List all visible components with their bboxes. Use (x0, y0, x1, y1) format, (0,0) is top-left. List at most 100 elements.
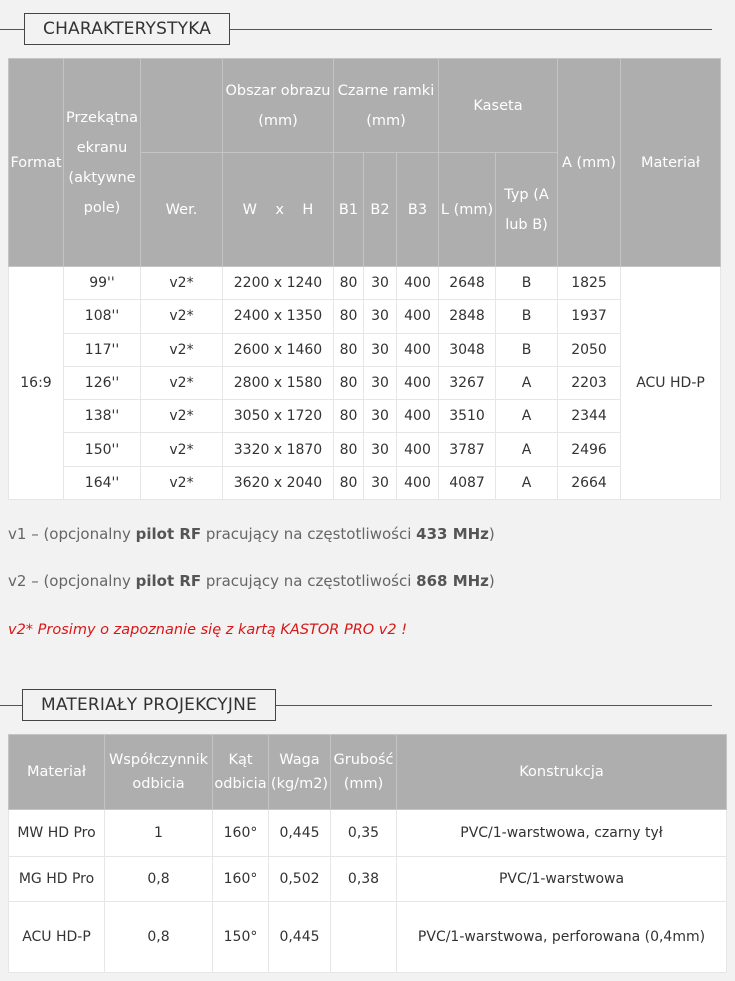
note-v1: v1 – (opcjonalny pilot RF pracujący na c… (8, 525, 495, 543)
note-text: ) (488, 572, 495, 590)
cell-l-mm: 2648 (438, 265, 497, 301)
table-row: 16:9 99'' v2* 2200 x 1240 80 30 400 2648 B 1825 AC… (8, 265, 722, 501)
table-row: 117'' v2* 2600 x 1460 80 30 400 3048 B 2050 (9, 332, 721, 367)
cell-type: B (495, 265, 559, 301)
table-row: 126'' v2* 2800 x 1580 80 30 400 3267 A 2203 (9, 365, 721, 401)
cell-col-2: 150° (212, 901, 269, 973)
specs-table: Format Przekątna ekranu (aktywne pole) O… (8, 58, 722, 501)
cell-wxh: 2200 x 1240 (222, 265, 334, 301)
header-version: Wer. (140, 152, 223, 267)
cell-col-3: 0,445 (268, 809, 331, 857)
cell-b2: 30 (363, 432, 397, 467)
cell-wxh: 2800 x 1580 (222, 365, 334, 401)
cell-l-mm: 3787 (438, 432, 497, 467)
cell-diagonal: 126'' (63, 365, 141, 401)
cell-b1: 80 (333, 432, 364, 467)
table-row: MW HD Pro 1 160° 0,445 0,35 PVC/1-warstwowa, … (8, 809, 727, 857)
cell-version: v2* (140, 399, 223, 434)
header-b1: B1 (333, 152, 364, 267)
cell-l-mm: 3510 (438, 399, 497, 434)
cell-a-mm: 2050 (557, 332, 622, 367)
cell-col-0: ACU HD-P (8, 901, 105, 973)
header-cassette: Kaseta (438, 58, 559, 153)
header-b2: B2 (363, 152, 397, 267)
cell-col-5: PVC/1-warstwowa (396, 856, 727, 902)
header-type: Typ (A lub B) (495, 152, 559, 267)
cell-b1: 80 (333, 465, 364, 501)
header-material: Materiał (620, 58, 722, 267)
note-v2: v2 – (opcjonalny pilot RF pracujący na c… (8, 572, 495, 590)
note-bold: 433 MHz (416, 525, 489, 543)
header-black-frames: Czarne ramki (mm) (332, 58, 440, 153)
note-text: ) (488, 525, 495, 543)
cell-b2: 30 (363, 299, 397, 334)
cell-col-4: 0,35 (330, 809, 397, 857)
cell-a-mm: 2344 (557, 399, 622, 434)
warning-note: v2* Prosimy o zapoznanie się z kartą KAS… (8, 622, 408, 638)
cell-format: 16:9 (8, 265, 64, 501)
cell-type: B (495, 299, 559, 334)
cell-col-2: 160° (212, 809, 269, 857)
cell-b1: 80 (333, 365, 364, 401)
cell-b3: 400 (395, 465, 440, 501)
cell-b2: 30 (363, 365, 397, 401)
cell-col-0: MG HD Pro (8, 856, 105, 902)
cell-diagonal: 150'' (63, 432, 141, 467)
note-text: pracujący na częstotliwości (201, 525, 417, 543)
cell-b3: 400 (395, 332, 440, 367)
cell-b1: 80 (333, 299, 364, 334)
cell-b1: 80 (333, 332, 364, 367)
table-row: 108'' v2* 2400 x 1350 80 30 400 2848 B 1937 (9, 299, 721, 334)
cell-col-5: PVC/1-warstwowa, czarny tył (396, 809, 727, 857)
cell-col-1: 0,8 (104, 901, 213, 973)
cell-wxh: 3050 x 1720 (222, 399, 334, 434)
header-diagonal: Przekątna ekranu (aktywne pole) (63, 58, 141, 267)
cell-b3: 400 (395, 432, 440, 467)
divider (0, 29, 712, 30)
cell-diagonal: 117'' (63, 332, 141, 367)
table-row: 138'' v2* 3050 x 1720 80 30 400 3510 A 2344 (9, 399, 721, 434)
header-wxh: W x H (222, 152, 334, 267)
cell-diagonal: 99'' (63, 265, 141, 301)
cell-b2: 30 (363, 465, 397, 501)
cell-b2: 30 (363, 332, 397, 367)
cell-b3: 400 (395, 365, 440, 401)
header-col-1: Współczynnik odbicia (104, 734, 213, 810)
cell-a-mm: 1825 (557, 265, 622, 301)
cell-type: A (495, 399, 559, 434)
cell-a-mm: 2664 (557, 465, 622, 501)
cell-diagonal: 164'' (63, 465, 141, 501)
section-title: MATERIAŁY PROJEKCYJNE (22, 689, 276, 721)
note-bold: pilot RF (135, 525, 202, 543)
header-blank (140, 58, 223, 153)
cell-version: v2* (140, 465, 223, 501)
cell-wxh: 3620 x 2040 (222, 465, 334, 501)
materials-table: Materiał Współczynnik odbicia Kąt odbicia W… (8, 734, 727, 973)
header-col-3: Waga (kg/m2) (268, 734, 331, 810)
header-l-mm: L (mm) (438, 152, 497, 267)
header-col-5: Konstrukcja (396, 734, 727, 810)
cell-version: v2* (140, 365, 223, 401)
cell-col-3: 0,502 (268, 856, 331, 902)
section-heading-materialy: MATERIAŁY PROJEKCYJNE (0, 689, 712, 721)
note-bold: 868 MHz (416, 572, 489, 590)
cell-material: ACU HD-P (620, 265, 722, 501)
cell-l-mm: 4087 (438, 465, 497, 501)
section-title: CHARAKTERYSTYKA (24, 13, 231, 45)
cell-type: A (495, 432, 559, 467)
section-heading-charakterystyka: CHARAKTERYSTYKA (0, 13, 712, 45)
table-row: MG HD Pro 0,8 160° 0,502 0,38 PVC/1-warstwowa (8, 856, 727, 902)
cell-type: A (495, 465, 559, 501)
cell-l-mm: 2848 (438, 299, 497, 334)
header-a-mm: A (mm) (557, 58, 622, 267)
cell-b3: 400 (395, 299, 440, 334)
cell-b2: 30 (363, 399, 397, 434)
cell-b3: 400 (395, 265, 440, 301)
divider (0, 705, 712, 706)
note-text: v1 – (opcjonalny (8, 525, 136, 543)
cell-wxh: 3320 x 1870 (222, 432, 334, 467)
cell-col-5: PVC/1-warstwowa, perforowana (0,4mm) (396, 901, 727, 973)
cell-col-2: 160° (212, 856, 269, 902)
cell-type: A (495, 365, 559, 401)
cell-diagonal: 108'' (63, 299, 141, 334)
